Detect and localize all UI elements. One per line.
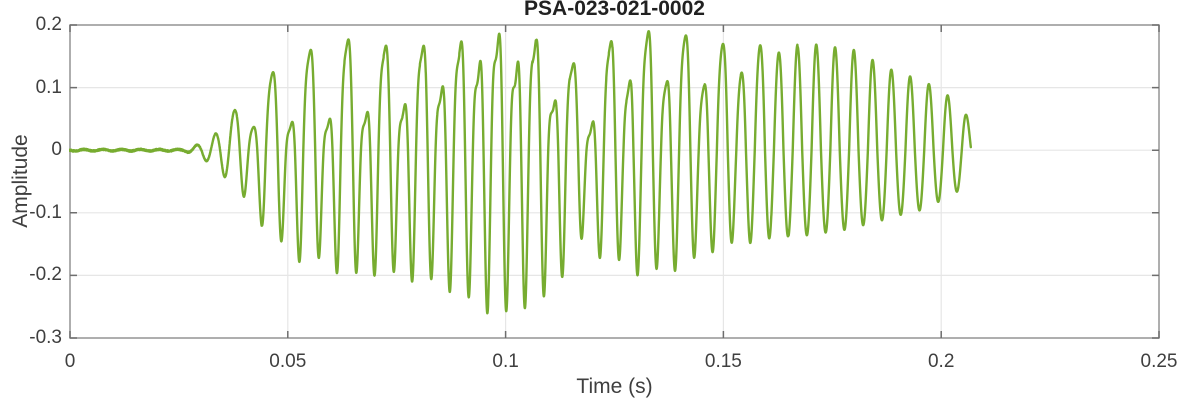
x-tick-label: 0.15 bbox=[704, 351, 742, 372]
y-tick-label: 0.2 bbox=[35, 14, 62, 35]
y-tick-label: 0.1 bbox=[35, 76, 62, 98]
x-tick-label: 0.1 bbox=[492, 351, 519, 372]
x-tick-label: 0.25 bbox=[1140, 351, 1178, 372]
y-tick-label: 0 bbox=[51, 139, 62, 161]
x-tick-label: 0.05 bbox=[269, 351, 307, 372]
x-tick-label: 0.2 bbox=[927, 351, 955, 372]
x-axis-label: Time (s) bbox=[576, 375, 653, 398]
x-tick-label: 0 bbox=[64, 351, 76, 372]
chart-title: PSA-023-021-0002 bbox=[524, 0, 705, 20]
y-tick-label: -0.3 bbox=[29, 327, 62, 348]
y-tick-label: -0.1 bbox=[29, 201, 62, 223]
y-tick-label: -0.2 bbox=[29, 264, 62, 286]
